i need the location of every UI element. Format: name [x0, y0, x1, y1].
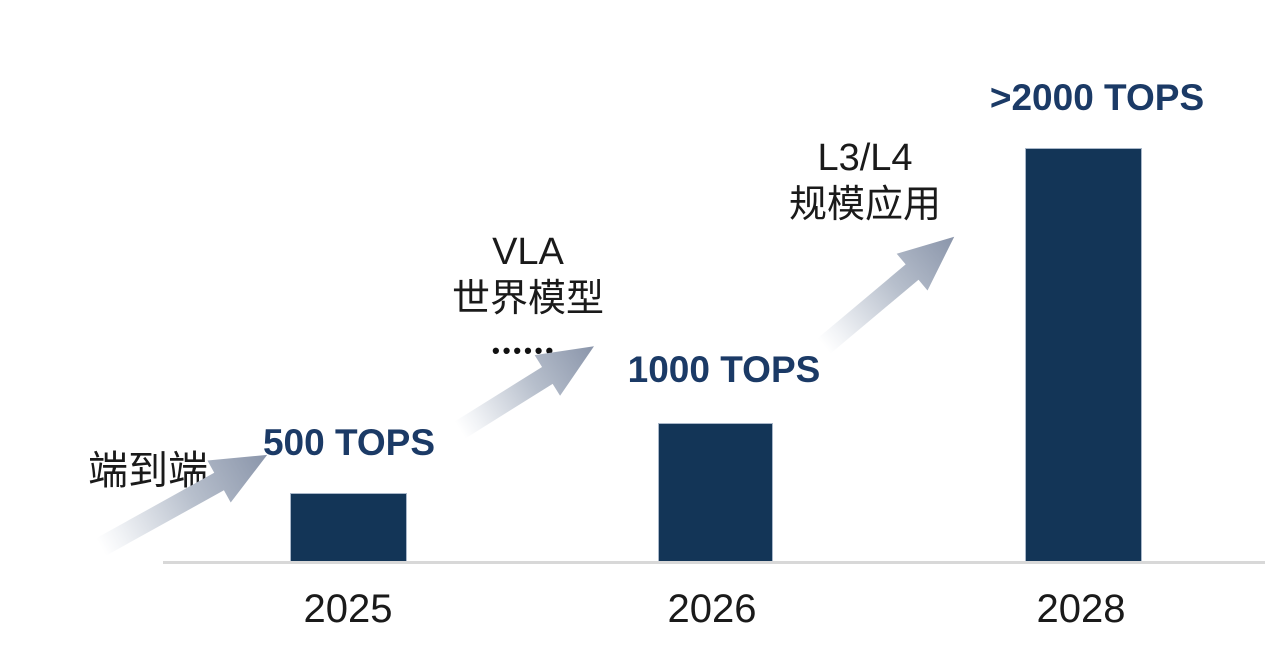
annotation-end-to-end: 端到端 — [88, 449, 208, 493]
x-axis-label-2025: 2025 — [303, 587, 393, 631]
growth-arrow-icon-2 — [454, 346, 594, 439]
value-label-500-tops: 500 TOPS — [262, 422, 436, 463]
bar-2026 — [658, 423, 773, 563]
growth-arrow-icon-1 — [96, 454, 268, 556]
bar-2025 — [290, 493, 407, 563]
annotation-l3l4-line2: 规模应用 — [788, 184, 941, 226]
x-axis-label-2026: 2026 — [667, 587, 757, 631]
annotation-l3-l4-scale-application: L3/L4 规模应用 — [765, 135, 965, 229]
annotation-l3l4-line1: L3/L4 — [817, 137, 913, 179]
annotation-vla-line1: VLA — [492, 231, 564, 273]
value-label-2000-tops: >2000 TOPS — [989, 77, 1205, 118]
annotation-vla-world-model: VLA 世界模型 — [428, 229, 628, 323]
annotation-vla-line2: 世界模型 — [451, 278, 604, 320]
x-axis-baseline — [163, 561, 1265, 564]
x-axis-label-2028: 2028 — [1036, 587, 1126, 631]
bar-2028 — [1025, 148, 1142, 563]
growth-arrow-icon-3 — [817, 236, 955, 354]
value-label-1000-tops: 1000 TOPS — [627, 349, 821, 390]
